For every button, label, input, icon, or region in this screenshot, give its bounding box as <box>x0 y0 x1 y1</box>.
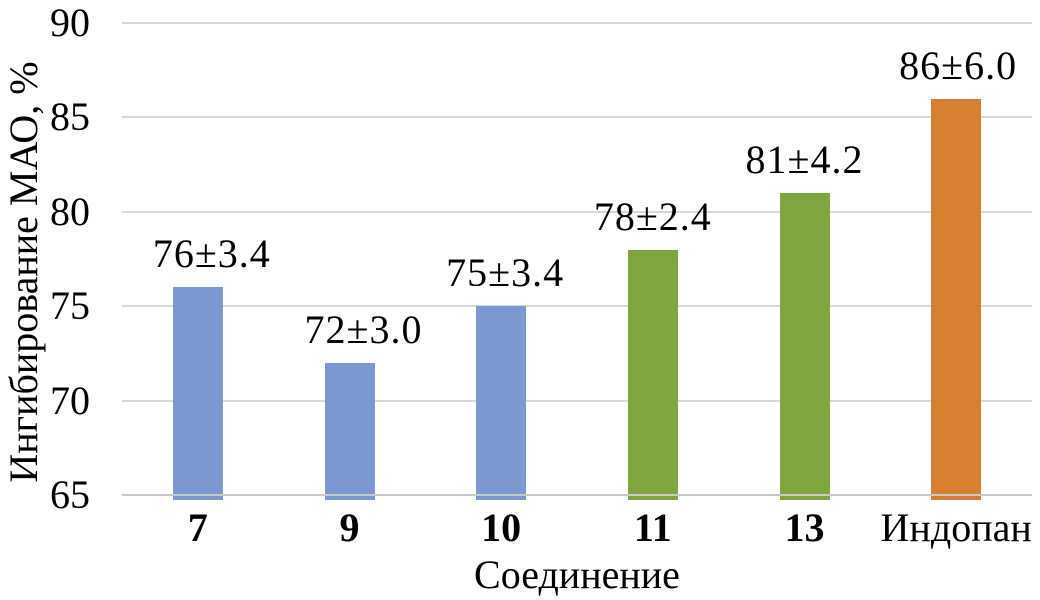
bar-value-label: 75±3.4 <box>446 250 565 296</box>
x-axis-line <box>122 494 1032 496</box>
gridline <box>122 210 1032 213</box>
x-axis-title: Соединение <box>474 552 680 597</box>
bar-9 <box>324 362 375 500</box>
bar-value-label: 78±2.4 <box>593 193 712 239</box>
y-tick-label: 70 <box>50 377 90 423</box>
bar-7 <box>172 287 223 500</box>
bar-Индопан <box>931 98 982 500</box>
bar-11 <box>627 249 678 500</box>
x-category-label-13: 13 <box>784 505 825 550</box>
x-category-label-11: 11 <box>633 505 672 550</box>
bar-value-label: 72±3.0 <box>304 306 423 352</box>
bar-value-label: 76±3.4 <box>152 231 271 277</box>
x-category-label-10: 10 <box>481 505 522 550</box>
gridline <box>122 305 1032 308</box>
bar-13 <box>779 192 830 500</box>
x-category-label-7: 7 <box>187 505 208 550</box>
bar-value-label: 86±6.0 <box>899 42 1018 88</box>
y-tick-label: 75 <box>50 283 90 329</box>
bar-value-label: 81±4.2 <box>745 136 864 182</box>
y-tick-label: 80 <box>50 188 90 234</box>
y-tick-label: 65 <box>50 472 90 517</box>
gridline <box>122 116 1032 119</box>
bar-10 <box>476 306 527 500</box>
y-tick-label: 85 <box>50 94 90 140</box>
gridline <box>122 399 1032 402</box>
x-category-label-Индопан: Индопан <box>880 505 1032 550</box>
gridline <box>122 22 1032 24</box>
x-category-label-9: 9 <box>339 505 360 550</box>
y-tick-label: 90 <box>50 0 90 45</box>
